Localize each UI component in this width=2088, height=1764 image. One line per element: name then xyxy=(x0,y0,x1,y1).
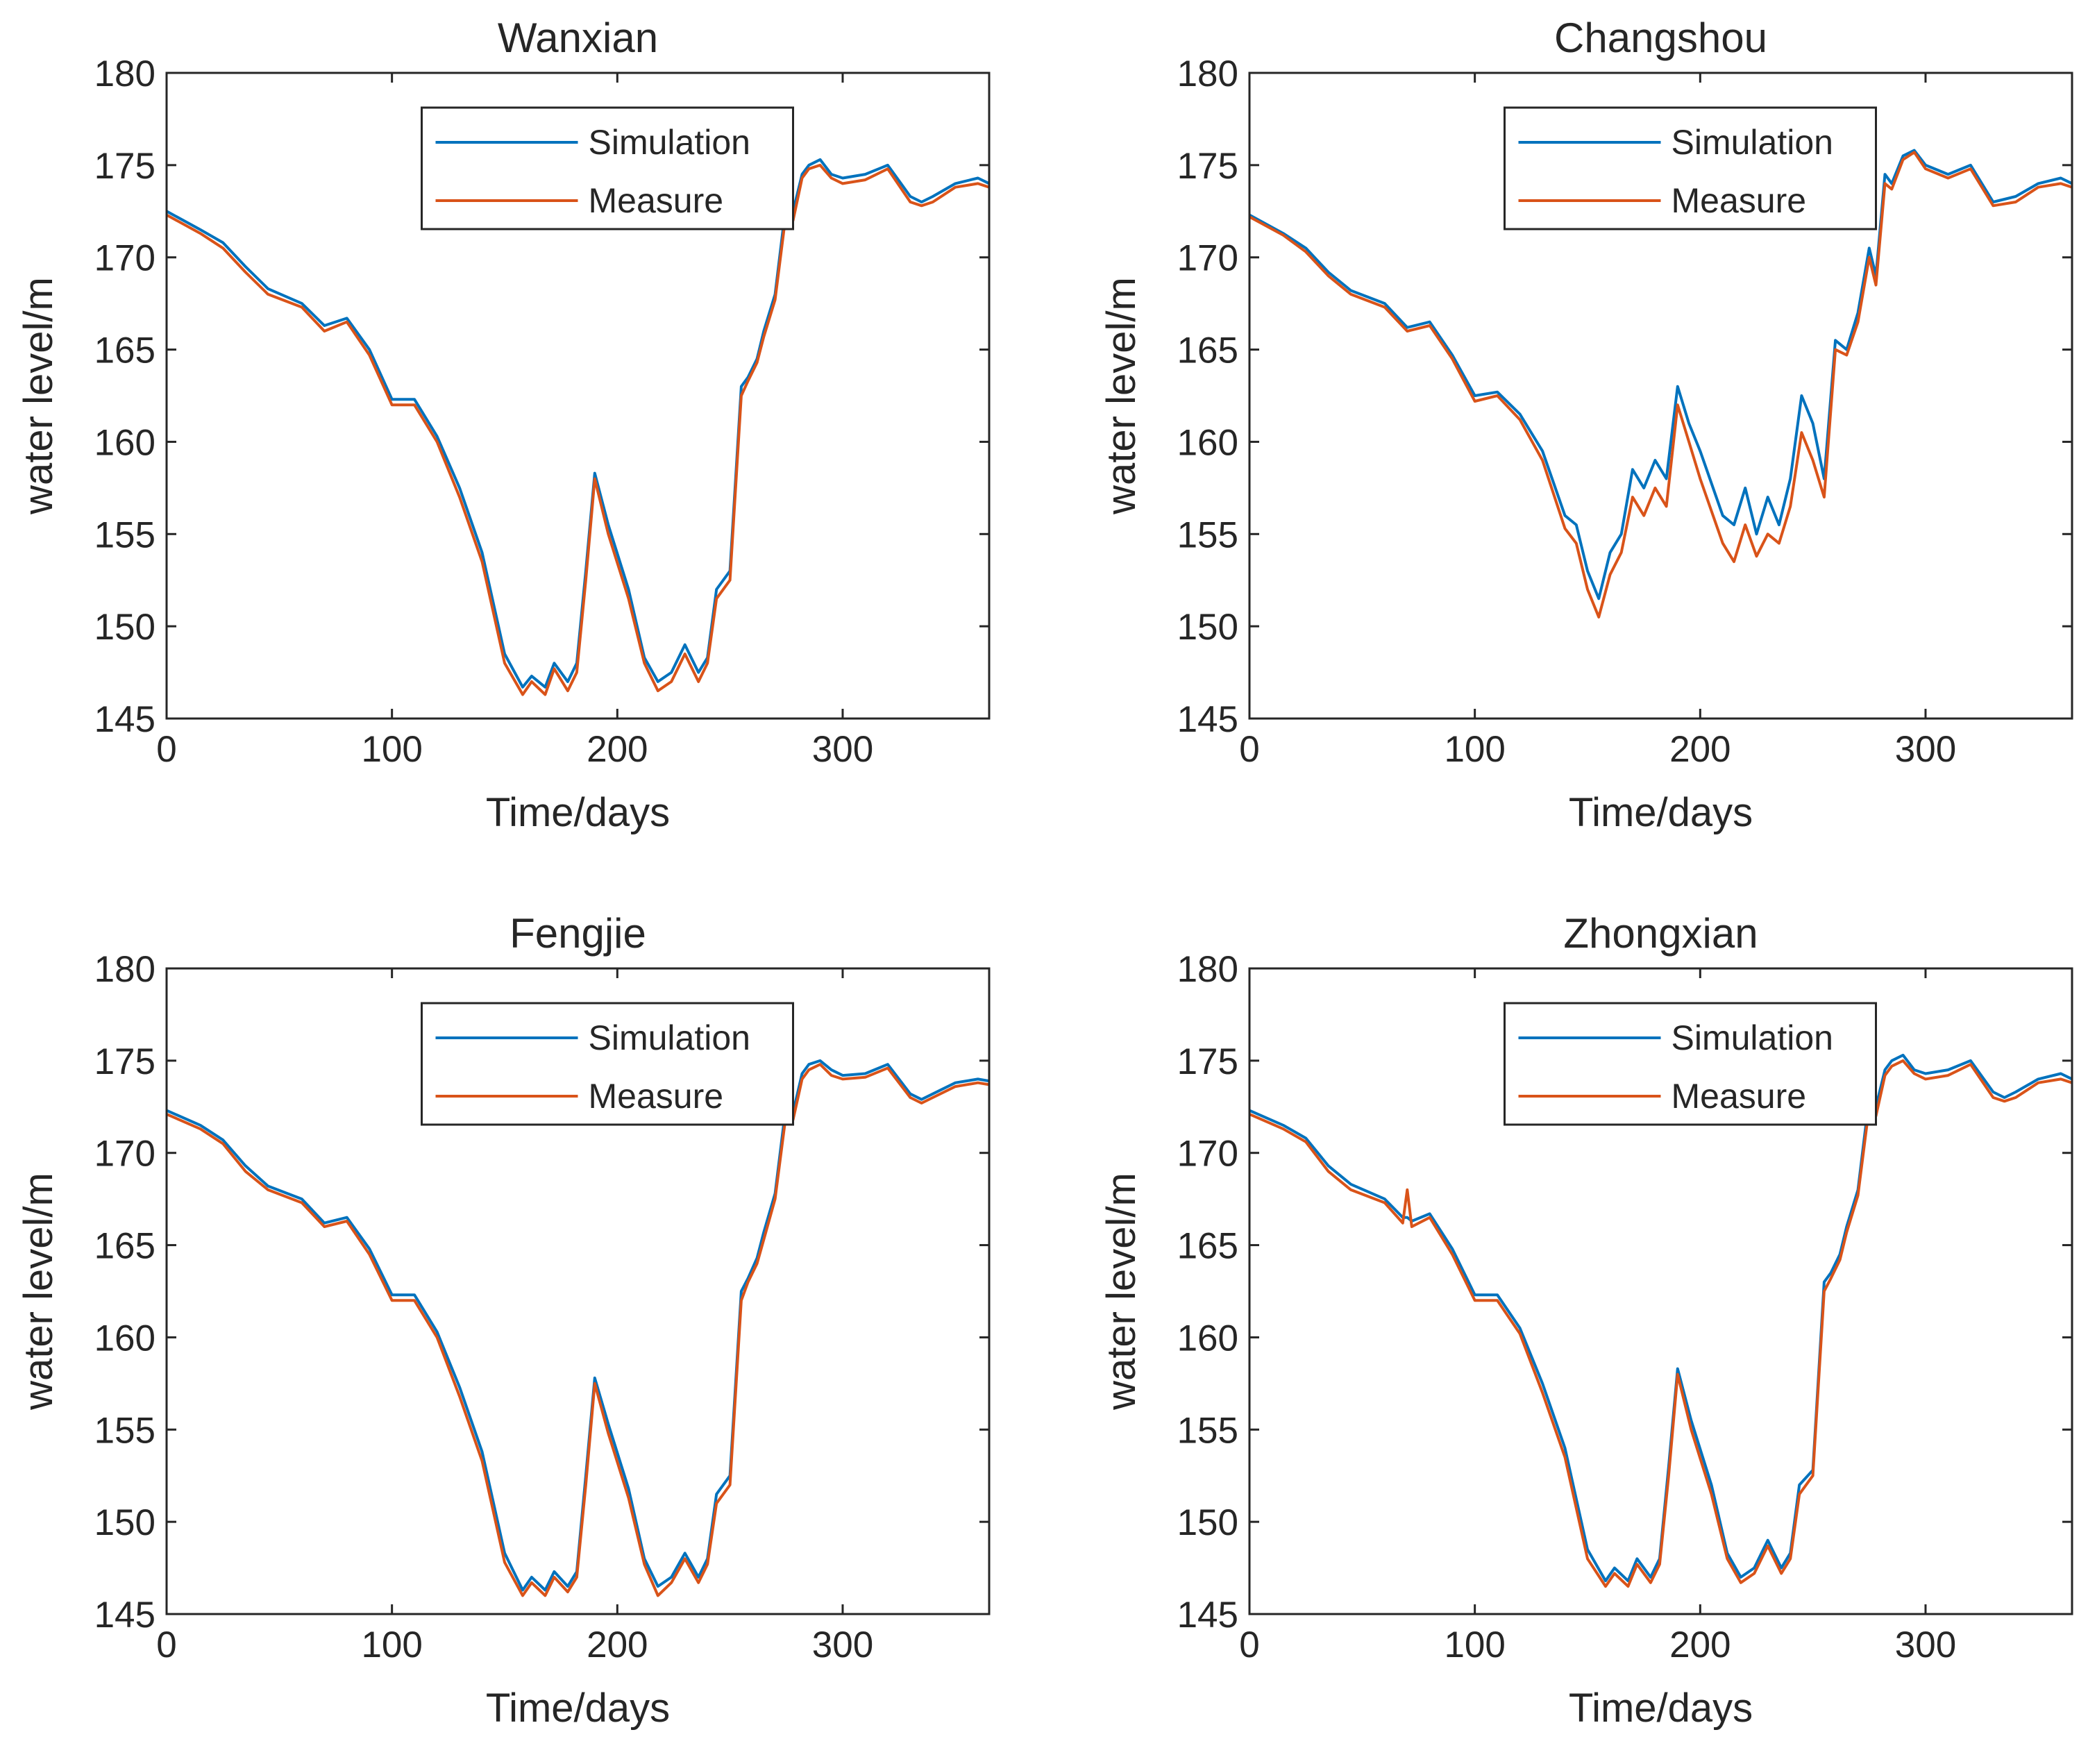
x-tick-label-200-changshou: 200 xyxy=(1669,729,1731,770)
y-tick-label-145-fengjie: 145 xyxy=(94,1595,155,1636)
x-tick-label-100-changshou: 100 xyxy=(1444,729,1505,770)
legend-fengjie: Simulation Measure xyxy=(421,1002,794,1126)
x-tick-label-200-fengjie: 200 xyxy=(587,1624,648,1665)
x-axis-label-fengjie: Time/days xyxy=(486,1686,670,1731)
y-tick-label-160-changshou: 160 xyxy=(1177,422,1238,463)
y-tick-label-165-wanxian: 165 xyxy=(94,330,155,371)
x-axis-label-zhongxian: Time/days xyxy=(1569,1686,1753,1731)
x-tick-label-200-wanxian: 200 xyxy=(587,729,648,770)
legend-changshou: Simulation Measure xyxy=(1504,106,1877,230)
y-axis-label-zhongxian: water level/m xyxy=(1099,1173,1144,1411)
legend-label-measure-zhongxian: Measure xyxy=(1672,1077,1807,1116)
x-tick-label-100-zhongxian: 100 xyxy=(1444,1624,1505,1665)
axes-box-changshou xyxy=(1248,72,2073,720)
x-tick-label-300-fengjie: 300 xyxy=(812,1624,873,1665)
legend-label-simulation-changshou: Simulation xyxy=(1672,123,1833,162)
y-tick-label-150-changshou: 150 xyxy=(1177,607,1238,648)
chart-title-fengjie: Fengjie xyxy=(510,910,646,957)
y-tick-label-180-fengjie: 180 xyxy=(94,949,155,990)
legend-box-fengjie xyxy=(421,1002,794,1126)
y-tick-label-155-zhongxian: 155 xyxy=(1177,1410,1238,1451)
x-tick-label-100-fengjie: 100 xyxy=(361,1624,422,1665)
chart-changshou: 0 100 200 300 145 150 155 160 165 170 175 180 Changs… xyxy=(1099,15,2073,835)
series-line-simulation-changshou xyxy=(1249,149,2072,600)
y-tick-label-160-zhongxian: 160 xyxy=(1177,1318,1238,1359)
y-tick-label-150-zhongxian: 150 xyxy=(1177,1502,1238,1543)
y-tick-label-165-fengjie: 165 xyxy=(94,1226,155,1267)
series-line-measure-changshou xyxy=(1249,151,2072,619)
y-tick-label-155-fengjie: 155 xyxy=(94,1410,155,1451)
legend-box-wanxian xyxy=(421,106,794,230)
y-axis-label-wanxian: water level/m xyxy=(16,277,61,515)
y-tick-label-165-zhongxian: 165 xyxy=(1177,1226,1238,1267)
y-tick-label-175-wanxian: 175 xyxy=(94,146,155,187)
y-tick-label-170-wanxian: 170 xyxy=(94,238,155,279)
x-tick-label-200-zhongxian: 200 xyxy=(1669,1624,1731,1665)
legend-label-simulation-fengjie: Simulation xyxy=(589,1018,750,1057)
y-tick-label-180-zhongxian: 180 xyxy=(1177,949,1238,990)
legend-label-measure-fengjie: Measure xyxy=(589,1077,724,1116)
y-tick-label-175-changshou: 175 xyxy=(1177,146,1238,187)
y-tick-label-150-wanxian: 150 xyxy=(94,607,155,648)
series-line-simulation-fengjie xyxy=(167,1059,989,1592)
x-tick-label-0-wanxian: 0 xyxy=(156,729,176,770)
x-tick-label-300-changshou: 300 xyxy=(1895,729,1956,770)
chart-fengjie: 0 100 200 300 145 150 155 160 165 170 175 180 Fengji… xyxy=(16,910,991,1731)
series-line-measure-wanxian xyxy=(167,163,989,696)
x-tick-label-0-zhongxian: 0 xyxy=(1239,1624,1259,1665)
y-tick-label-145-zhongxian: 145 xyxy=(1177,1595,1238,1636)
legend-label-measure-changshou: Measure xyxy=(1672,181,1807,220)
y-tick-label-165-changshou: 165 xyxy=(1177,330,1238,371)
chart-title-zhongxian: Zhongxian xyxy=(1563,910,1758,957)
legend-box-zhongxian xyxy=(1504,1002,1877,1126)
y-tick-label-175-fengjie: 175 xyxy=(94,1041,155,1082)
series-line-measure-fengjie xyxy=(167,1063,989,1597)
y-tick-label-170-fengjie: 170 xyxy=(94,1134,155,1175)
legend-label-simulation-wanxian: Simulation xyxy=(589,123,750,162)
y-tick-label-145-wanxian: 145 xyxy=(94,699,155,740)
y-tick-label-155-changshou: 155 xyxy=(1177,514,1238,555)
y-axis-label-fengjie: water level/m xyxy=(16,1173,61,1411)
y-tick-label-160-wanxian: 160 xyxy=(94,422,155,463)
y-tick-label-175-zhongxian: 175 xyxy=(1177,1041,1238,1082)
chart-title-changshou: Changshou xyxy=(1554,15,1767,61)
series-line-simulation-wanxian xyxy=(167,158,989,689)
y-tick-label-150-fengjie: 150 xyxy=(94,1502,155,1543)
chart-wanxian: 0 100 200 300 145 150 155 160 165 170 175 180 Wanxia… xyxy=(16,15,991,835)
chart-title-wanxian: Wanxian xyxy=(498,15,658,61)
legend-label-simulation-zhongxian: Simulation xyxy=(1672,1018,1833,1057)
legend-zhongxian: Simulation Measure xyxy=(1504,1002,1877,1126)
axes-box-fengjie xyxy=(165,967,991,1615)
legend-box-changshou xyxy=(1504,106,1877,230)
y-tick-label-170-changshou: 170 xyxy=(1177,238,1238,279)
y-tick-label-170-zhongxian: 170 xyxy=(1177,1134,1238,1175)
y-tick-label-155-wanxian: 155 xyxy=(94,514,155,555)
chart-zhongxian: 0 100 200 300 145 150 155 160 165 170 175 180 Zhongx… xyxy=(1099,910,2073,1731)
x-tick-label-100-wanxian: 100 xyxy=(361,729,422,770)
y-tick-label-160-fengjie: 160 xyxy=(94,1318,155,1359)
y-axis-label-changshou: water level/m xyxy=(1099,277,1144,515)
y-tick-label-145-changshou: 145 xyxy=(1177,699,1238,740)
x-tick-label-300-zhongxian: 300 xyxy=(1895,1624,1956,1665)
series-line-measure-zhongxian xyxy=(1249,1059,2072,1588)
x-tick-label-0-changshou: 0 xyxy=(1239,729,1259,770)
y-tick-label-180-changshou: 180 xyxy=(1177,53,1238,94)
y-tick-label-180-wanxian: 180 xyxy=(94,53,155,94)
legend-wanxian: Simulation Measure xyxy=(421,106,794,230)
axes-box-zhongxian xyxy=(1248,967,2073,1615)
x-axis-label-changshou: Time/days xyxy=(1569,790,1753,835)
legend-label-measure-wanxian: Measure xyxy=(589,181,724,220)
x-tick-label-300-wanxian: 300 xyxy=(812,729,873,770)
x-tick-label-0-fengjie: 0 xyxy=(156,1624,176,1665)
x-axis-label-wanxian: Time/days xyxy=(486,790,670,835)
axes-box-wanxian xyxy=(165,72,991,720)
